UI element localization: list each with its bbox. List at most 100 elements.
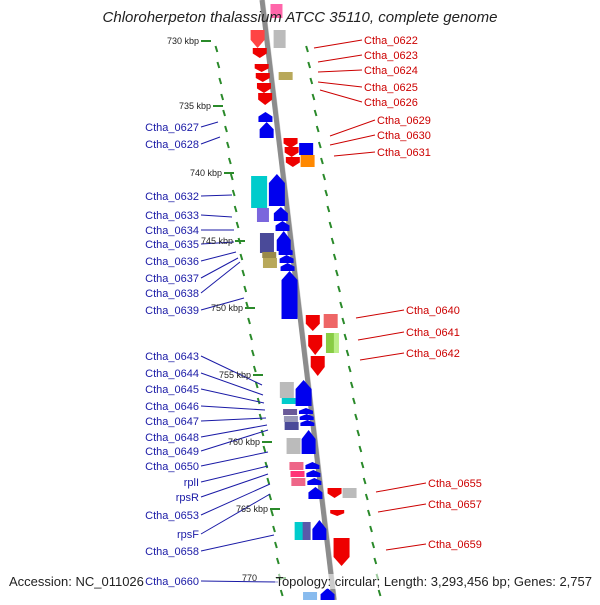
right-ruler-tick xyxy=(324,189,329,197)
gene-feature xyxy=(320,588,335,602)
ruler-kbp-label: 745 kbp xyxy=(201,236,233,246)
gene-labels: Ctha_0627 Ctha_0628 Ctha_0632 Ctha_0633 Ctha… xyxy=(145,35,482,588)
left-gene-label: Ctha_0643 xyxy=(145,351,199,363)
left-ruler-tick xyxy=(260,429,265,437)
right-ruler-tick xyxy=(377,589,382,597)
gene-feature xyxy=(252,48,267,58)
ruler-kbp-label: 755 kbp xyxy=(219,370,251,380)
gene-feature xyxy=(306,470,321,477)
left-gene-label: Ctha_0648 xyxy=(145,432,199,444)
gene-feature xyxy=(290,471,305,477)
left-gene-label: Ctha_0633 xyxy=(145,210,199,222)
gene-feature xyxy=(285,157,300,167)
left-ruler-tick xyxy=(226,141,230,149)
right-leader-line xyxy=(359,352,405,361)
right-ruler-tick xyxy=(337,285,341,293)
gene-feature xyxy=(330,510,345,516)
left-ruler-tick xyxy=(243,285,248,293)
left-ruler-tick xyxy=(270,509,274,517)
right-leader-line xyxy=(377,503,427,513)
gene-feature xyxy=(278,72,293,80)
right-ruler-tick xyxy=(332,253,337,261)
right-ruler-tick xyxy=(343,333,348,341)
right-leader-line xyxy=(319,89,363,103)
right-ruler-tick xyxy=(320,157,324,165)
right-leader-line xyxy=(357,331,405,341)
gene-feature xyxy=(302,522,311,540)
gene-feature xyxy=(327,488,342,498)
gene-feature xyxy=(279,255,294,263)
label-leader-lines xyxy=(200,39,427,583)
left-ruler-tick xyxy=(252,365,257,373)
right-ruler-tick xyxy=(315,125,320,133)
right-gene-label: Ctha_0625 xyxy=(364,82,418,94)
gene-feature xyxy=(258,93,273,105)
left-ruler-tick xyxy=(222,109,226,117)
gene-feature xyxy=(278,247,293,255)
left-leader-line xyxy=(200,194,233,197)
left-gene-label: Ctha_0649 xyxy=(145,446,199,458)
left-ruler-tick xyxy=(276,557,280,565)
gene-feature xyxy=(301,430,316,454)
gene-feature xyxy=(279,382,294,398)
left-leader-line xyxy=(200,297,245,311)
right-ruler-tick xyxy=(330,237,335,245)
left-leader-line xyxy=(200,493,271,535)
left-ruler-tick xyxy=(249,333,253,341)
left-leader-line xyxy=(200,388,265,404)
right-ruler-tick xyxy=(309,77,314,85)
right-ruler-tick xyxy=(335,269,339,277)
left-leader-line xyxy=(200,257,239,279)
right-ruler-tick xyxy=(322,173,326,181)
right-ruler-tick xyxy=(362,477,367,485)
right-gene-label: Ctha_0642 xyxy=(406,348,460,360)
left-leader-line xyxy=(200,465,269,483)
right-gene-label: Ctha_0655 xyxy=(428,478,482,490)
left-ruler-tick xyxy=(266,477,271,485)
gene-feature xyxy=(283,409,298,415)
gene-feature xyxy=(284,422,299,430)
left-ruler-tick xyxy=(214,45,219,53)
right-leader-line xyxy=(329,134,376,146)
gene-feature xyxy=(255,73,270,82)
left-ruler-tick xyxy=(239,253,244,261)
left-ruler-tick xyxy=(231,189,236,197)
right-gene-label: Ctha_0640 xyxy=(406,305,460,317)
gene-feature xyxy=(250,30,265,48)
right-ruler-tick xyxy=(313,109,318,117)
left-leader-line xyxy=(200,121,219,128)
left-leader-line xyxy=(200,429,269,452)
gene-feature xyxy=(262,252,277,258)
left-gene-label: rpsR xyxy=(176,492,199,504)
left-ruler-tick xyxy=(264,461,269,469)
left-gene-label: Ctha_0645 xyxy=(145,384,199,396)
left-ruler-tick xyxy=(229,173,234,181)
gene-feature xyxy=(300,420,315,426)
right-leader-line xyxy=(317,54,363,63)
right-ruler-tick xyxy=(345,349,350,357)
gene-feature xyxy=(308,335,323,355)
right-leader-line xyxy=(355,309,405,319)
left-gene-label: Ctha_0646 xyxy=(145,401,199,413)
right-gene-label: Ctha_0631 xyxy=(377,147,431,159)
gene-feature xyxy=(284,147,299,157)
left-leader-line xyxy=(200,405,266,411)
gene-feature xyxy=(273,207,288,221)
right-leader-line xyxy=(317,81,363,88)
gene-feature xyxy=(275,221,290,231)
left-leader-line xyxy=(200,424,268,438)
left-gene-label: Ctha_0634 xyxy=(145,225,199,237)
right-ruler-tick xyxy=(311,93,316,101)
ruler-kbp-label: 740 kbp xyxy=(190,168,222,178)
genome-backbone xyxy=(259,0,337,601)
left-leader-line xyxy=(200,251,237,262)
gene-feature xyxy=(298,408,313,414)
right-ruler-tick xyxy=(367,509,371,517)
right-ruler-tick xyxy=(317,141,322,149)
right-leader-line xyxy=(317,69,363,73)
gene-feature xyxy=(305,462,320,469)
left-gene-label: Ctha_0638 xyxy=(145,288,199,300)
left-gene-label: Ctha_0647 xyxy=(145,416,199,428)
